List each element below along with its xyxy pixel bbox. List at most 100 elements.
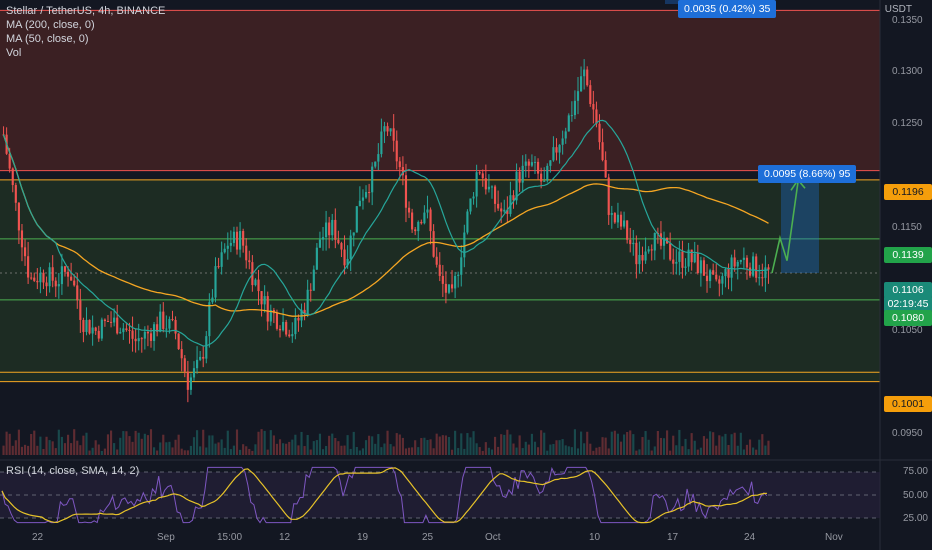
volume-bar [604, 437, 607, 455]
volume-bar [48, 440, 51, 455]
candle-body [457, 274, 460, 276]
candle-body [435, 256, 438, 265]
volume-bar [466, 433, 469, 455]
candle-body [11, 168, 14, 186]
volume-bar [678, 429, 681, 455]
candle-body [426, 209, 429, 213]
volume-bar [392, 446, 395, 455]
volume-bar [629, 430, 632, 455]
candle-body [63, 266, 67, 272]
candle-body [195, 359, 199, 369]
volume-bar [220, 439, 223, 455]
candle-body [318, 239, 322, 248]
candle-body [306, 289, 309, 315]
volume-bar [205, 447, 208, 455]
candle-body [512, 195, 515, 201]
volume-bar [386, 430, 389, 455]
candle-body [168, 319, 171, 329]
volume-bar [275, 443, 279, 455]
candle-body [134, 338, 137, 342]
x-tick-label: Oct [485, 532, 501, 543]
volume-bar [463, 448, 466, 455]
volume-bar [208, 435, 211, 455]
candle-body [472, 196, 475, 199]
volume-bar [420, 438, 423, 455]
candle-body [128, 330, 131, 332]
candle-body [183, 358, 186, 372]
candle-body [113, 317, 116, 323]
volume-bar [598, 446, 601, 455]
candle-body [263, 296, 266, 305]
volume-bar [328, 435, 331, 455]
candle-body [561, 138, 564, 145]
volume-bar [721, 436, 724, 455]
volume-bar [122, 431, 125, 455]
x-tick-label: Nov [825, 532, 843, 543]
candle-body [146, 331, 149, 334]
candle-body [100, 319, 103, 339]
x-tick-label: 12 [279, 532, 291, 543]
candle-body [736, 261, 739, 267]
candle-body [392, 128, 395, 141]
candle-body [386, 126, 389, 132]
volume-bar [315, 440, 318, 455]
candle-body [51, 267, 54, 281]
candle-body [94, 327, 97, 331]
volume-bar [742, 449, 745, 455]
price-label-current: 0.1106 [884, 282, 932, 298]
candle-body [444, 283, 447, 293]
volume-bar [352, 431, 355, 455]
candle-body [712, 270, 715, 275]
candle-body [220, 252, 223, 267]
candle-body [291, 334, 294, 337]
volume-bar [567, 446, 570, 455]
candle-body [374, 161, 377, 167]
volume-bar [340, 445, 343, 455]
candle-body [589, 85, 592, 105]
candle-body [724, 269, 727, 277]
y-tick-label: 0.0950 [892, 428, 923, 440]
volume-bar [168, 441, 171, 455]
candle-body [530, 162, 533, 166]
volume-bar [371, 436, 374, 455]
candle-body [555, 147, 558, 153]
volume-bar [288, 441, 291, 455]
candle-body [137, 338, 140, 342]
volume-bar [755, 449, 758, 455]
volume-bar [524, 441, 527, 455]
volume-bar [454, 430, 457, 455]
volume-bar [73, 429, 76, 455]
candle-body [758, 277, 761, 279]
candle-body [245, 245, 248, 261]
candle-body [411, 212, 414, 230]
candle-body [288, 334, 291, 337]
volume-bar [623, 434, 626, 455]
volume-bar [481, 450, 484, 455]
candle-body [690, 249, 693, 263]
candle-body [718, 279, 721, 284]
volume-bar [626, 431, 629, 455]
candle-body [607, 177, 610, 215]
candle-body [152, 324, 156, 341]
volume-bar [736, 445, 739, 455]
volume-bar [113, 443, 116, 455]
candle-body [730, 257, 733, 278]
volume-bar [564, 445, 567, 455]
candle-body [122, 328, 125, 333]
candle-body [478, 172, 481, 174]
candle-body [709, 270, 712, 282]
volume-bar [699, 447, 702, 455]
candle-body [202, 356, 205, 359]
x-tick-label: 24 [744, 532, 756, 543]
candle-body [119, 332, 122, 334]
volume-bar [177, 434, 180, 455]
candle-body [73, 280, 76, 286]
candle-body [174, 319, 177, 334]
volume-bar [527, 444, 530, 455]
candle-body [79, 300, 82, 320]
volume-bar [469, 437, 472, 455]
volume-bar [497, 446, 500, 455]
candle-body [294, 318, 297, 335]
volume-bar [229, 449, 232, 455]
